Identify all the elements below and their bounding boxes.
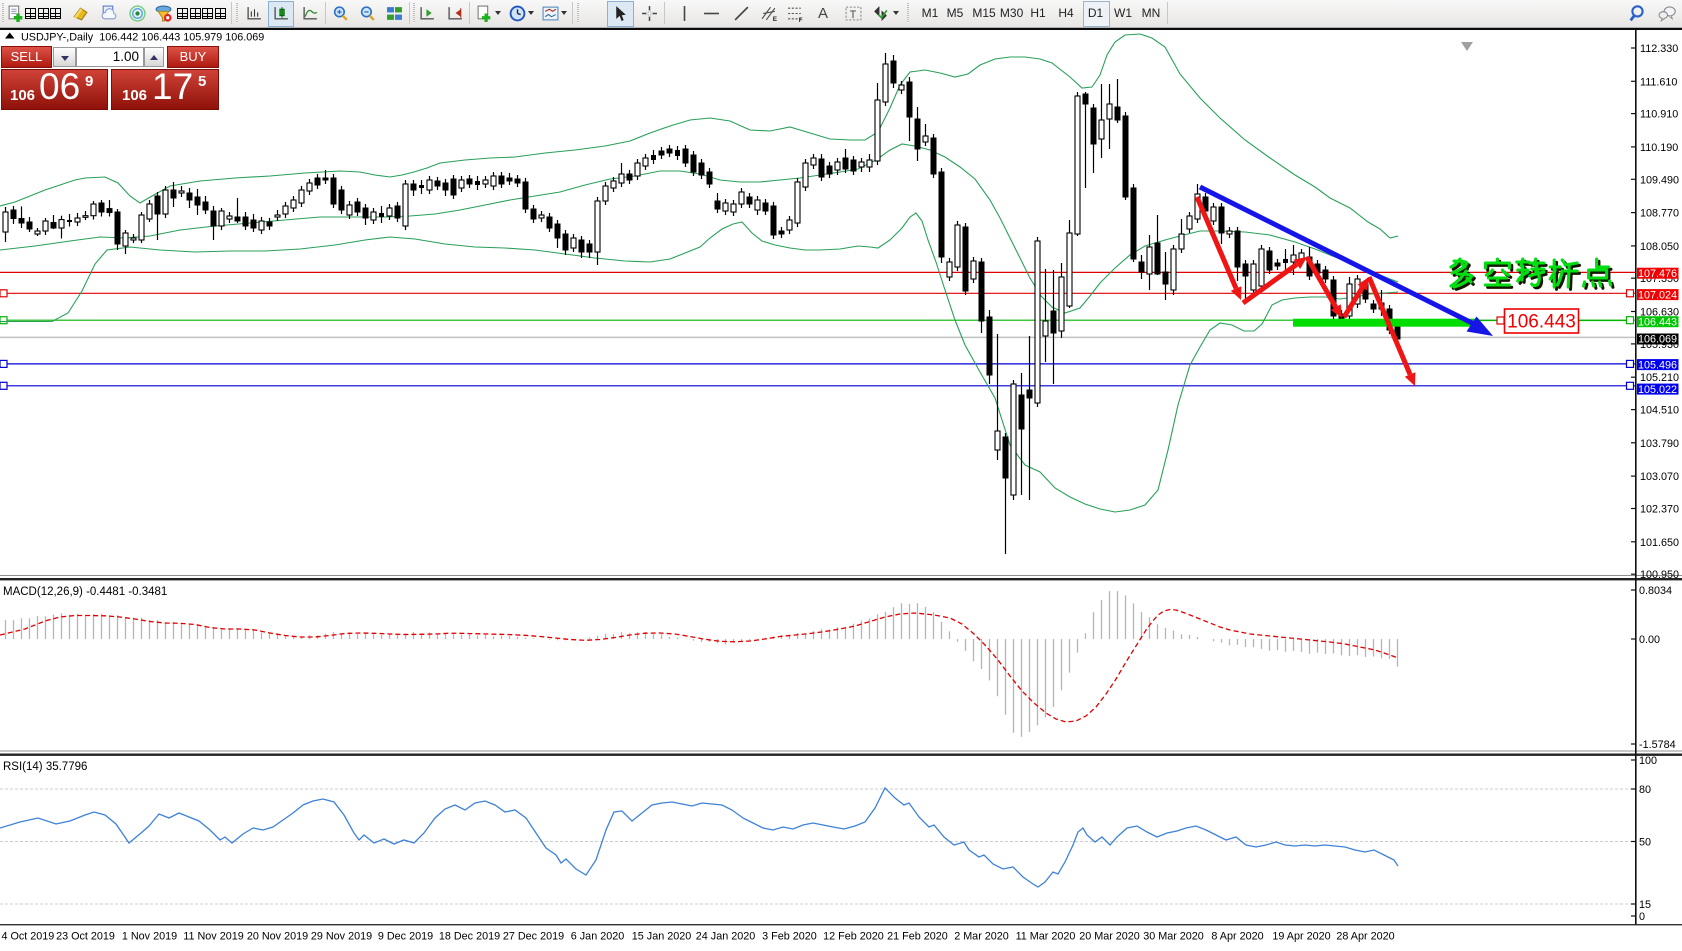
svg-text:RSI(14) 35.7796: RSI(14) 35.7796 xyxy=(3,761,87,773)
svg-text:15 Jan 2020: 15 Jan 2020 xyxy=(632,931,691,943)
svg-text:107.024: 107.024 xyxy=(1638,289,1677,301)
svg-text:50: 50 xyxy=(1639,837,1651,849)
svg-text:24 Jan 2020: 24 Jan 2020 xyxy=(696,931,755,943)
svg-text:110.910: 110.910 xyxy=(1640,109,1678,121)
svg-text:106.443: 106.443 xyxy=(1638,316,1677,328)
svg-text:112.330: 112.330 xyxy=(1640,43,1678,55)
svg-text:30 Mar 2020: 30 Mar 2020 xyxy=(1143,931,1204,943)
svg-text:21 Feb 2020: 21 Feb 2020 xyxy=(887,931,948,943)
svg-text:106.069: 106.069 xyxy=(1638,334,1677,346)
svg-text:6 Jan 2020: 6 Jan 2020 xyxy=(571,931,624,943)
svg-text:108.050: 108.050 xyxy=(1640,241,1679,253)
svg-text:0.00: 0.00 xyxy=(1639,634,1660,646)
svg-text:100.950: 100.950 xyxy=(1640,569,1679,581)
svg-text:102.370: 102.370 xyxy=(1640,504,1679,516)
svg-text:9 Dec 2019: 9 Dec 2019 xyxy=(378,931,433,943)
svg-text:20 Mar 2020: 20 Mar 2020 xyxy=(1079,931,1140,943)
svg-text:2 Mar 2020: 2 Mar 2020 xyxy=(954,931,1009,943)
svg-text:105.496: 105.496 xyxy=(1638,359,1677,371)
svg-text:109.490: 109.490 xyxy=(1640,174,1679,186)
svg-text:108.770: 108.770 xyxy=(1640,208,1679,220)
svg-text:T: T xyxy=(850,9,857,21)
svg-text:MACD(12,26,9) -0.4481 -0.3481: MACD(12,26,9) -0.4481 -0.3481 xyxy=(3,586,167,598)
svg-text:80: 80 xyxy=(1639,784,1651,796)
svg-text:19 Apr 2020: 19 Apr 2020 xyxy=(1272,931,1330,943)
svg-text:103.790: 103.790 xyxy=(1640,438,1679,450)
svg-text:F: F xyxy=(799,17,803,22)
svg-text:100: 100 xyxy=(1639,755,1657,767)
svg-text:3 Feb 2020: 3 Feb 2020 xyxy=(762,931,817,943)
svg-text:E: E xyxy=(773,16,777,22)
svg-text:104.510: 104.510 xyxy=(1640,405,1679,417)
svg-text:106.443: 106.443 xyxy=(1507,312,1576,333)
svg-text:107.476: 107.476 xyxy=(1638,268,1677,280)
svg-text:110.190: 110.190 xyxy=(1640,142,1678,154)
svg-text:-1.5784: -1.5784 xyxy=(1639,739,1676,751)
svg-text:101.650: 101.650 xyxy=(1640,537,1679,549)
svg-text:4 Oct 2019: 4 Oct 2019 xyxy=(1,931,54,943)
svg-text:12 Feb 2020: 12 Feb 2020 xyxy=(823,931,884,943)
svg-text:20 Nov 2019: 20 Nov 2019 xyxy=(247,931,308,943)
svg-text:0: 0 xyxy=(1639,911,1645,923)
svg-text:1 Nov 2019: 1 Nov 2019 xyxy=(122,931,177,943)
svg-text:8 Apr 2020: 8 Apr 2020 xyxy=(1211,931,1263,943)
svg-text:27 Dec 2019: 27 Dec 2019 xyxy=(503,931,564,943)
svg-text:28 Apr 2020: 28 Apr 2020 xyxy=(1336,931,1394,943)
svg-text:105.022: 105.022 xyxy=(1638,384,1677,396)
svg-text:111.610: 111.610 xyxy=(1640,76,1677,88)
svg-text:15: 15 xyxy=(1639,899,1651,911)
svg-text:11 Mar 2020: 11 Mar 2020 xyxy=(1016,931,1076,943)
svg-text:23 Oct 2019: 23 Oct 2019 xyxy=(56,931,115,943)
svg-text:29 Nov 2019: 29 Nov 2019 xyxy=(311,931,372,943)
svg-text:USDJPY-,Daily 106.442 106.443: USDJPY-,Daily 106.442 106.443 105.979 10… xyxy=(21,32,264,44)
svg-text:18 Dec 2019: 18 Dec 2019 xyxy=(439,931,500,943)
svg-text:105.210: 105.210 xyxy=(1640,372,1679,384)
svg-text:11 Nov 2019: 11 Nov 2019 xyxy=(183,931,243,943)
svg-text:106.630: 106.630 xyxy=(1640,307,1679,319)
svg-text:0.8034: 0.8034 xyxy=(1639,585,1672,597)
svg-text:103.070: 103.070 xyxy=(1640,471,1679,483)
